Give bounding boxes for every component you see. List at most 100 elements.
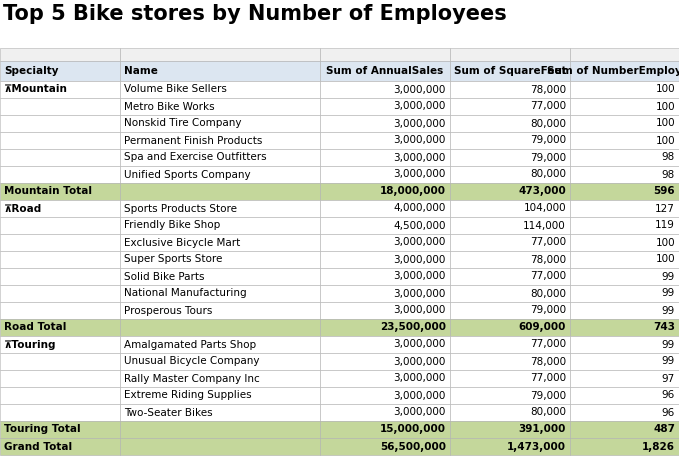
Bar — [570, 319, 679, 336]
Bar — [320, 149, 450, 166]
Text: 3,000,000: 3,000,000 — [394, 152, 446, 163]
Text: 3,000,000: 3,000,000 — [394, 407, 446, 418]
Text: 596: 596 — [653, 187, 675, 196]
Bar — [450, 98, 570, 115]
Text: Super Sports Store: Super Sports Store — [124, 255, 223, 265]
Bar — [450, 370, 570, 387]
Bar — [570, 370, 679, 387]
Bar — [570, 61, 679, 81]
Bar — [570, 183, 679, 200]
Text: Touring Total: Touring Total — [4, 425, 81, 434]
Text: 80,000: 80,000 — [530, 118, 566, 128]
Bar — [120, 353, 320, 370]
Text: 3,000,000: 3,000,000 — [394, 170, 446, 180]
Text: Prosperous Tours: Prosperous Tours — [124, 305, 213, 316]
Text: 100: 100 — [655, 135, 675, 146]
Text: 3,000,000: 3,000,000 — [394, 357, 446, 366]
Text: Two-Seater Bikes: Two-Seater Bikes — [124, 407, 213, 418]
Text: 119: 119 — [655, 220, 675, 231]
Bar — [450, 353, 570, 370]
Bar — [570, 217, 679, 234]
Bar — [450, 115, 570, 132]
Text: 77,000: 77,000 — [530, 340, 566, 349]
Bar — [120, 81, 320, 98]
Bar — [320, 438, 450, 455]
Text: 3,000,000: 3,000,000 — [394, 390, 446, 401]
Bar — [120, 370, 320, 387]
Text: 391,000: 391,000 — [519, 425, 566, 434]
Bar — [120, 336, 320, 353]
Text: Amalgamated Parts Shop: Amalgamated Parts Shop — [124, 340, 256, 349]
Bar — [570, 353, 679, 370]
Bar — [450, 217, 570, 234]
Text: 3,000,000: 3,000,000 — [394, 272, 446, 281]
Bar — [0, 251, 120, 268]
Text: 3,000,000: 3,000,000 — [394, 135, 446, 146]
Text: 4,000,000: 4,000,000 — [394, 203, 446, 213]
Bar — [120, 166, 320, 183]
Text: 79,000: 79,000 — [530, 135, 566, 146]
Text: 3,000,000: 3,000,000 — [394, 118, 446, 128]
Bar — [0, 285, 120, 302]
Text: Exclusive Bicycle Mart: Exclusive Bicycle Mart — [124, 237, 240, 248]
Bar — [450, 285, 570, 302]
Text: 97: 97 — [662, 373, 675, 383]
Bar — [570, 404, 679, 421]
Bar — [0, 319, 120, 336]
Text: ⊼Touring: ⊼Touring — [4, 340, 56, 349]
Bar — [120, 217, 320, 234]
Text: 3,000,000: 3,000,000 — [394, 102, 446, 111]
Bar — [320, 61, 450, 81]
Text: 80,000: 80,000 — [530, 170, 566, 180]
Text: 3,000,000: 3,000,000 — [394, 305, 446, 316]
Bar — [450, 48, 570, 61]
Bar — [570, 132, 679, 149]
Text: 100: 100 — [655, 237, 675, 248]
Text: 77,000: 77,000 — [530, 237, 566, 248]
Bar — [0, 421, 120, 438]
Bar — [570, 387, 679, 404]
Bar — [0, 268, 120, 285]
Text: 3,000,000: 3,000,000 — [394, 340, 446, 349]
Bar — [0, 183, 120, 200]
Bar — [120, 438, 320, 455]
Bar — [450, 268, 570, 285]
Bar — [320, 217, 450, 234]
Text: Sum of NumberEmployees: Sum of NumberEmployees — [547, 66, 679, 76]
Bar — [570, 200, 679, 217]
Text: Top 5 Bike stores by Number of Employees: Top 5 Bike stores by Number of Employees — [3, 4, 507, 24]
Text: 1,473,000: 1,473,000 — [507, 442, 566, 451]
Bar — [0, 438, 120, 455]
Text: Metro Bike Works: Metro Bike Works — [124, 102, 215, 111]
Text: 79,000: 79,000 — [530, 305, 566, 316]
Text: 473,000: 473,000 — [518, 187, 566, 196]
Bar — [0, 234, 120, 251]
Bar — [320, 115, 450, 132]
Bar — [570, 166, 679, 183]
Text: 79,000: 79,000 — [530, 390, 566, 401]
Bar — [120, 183, 320, 200]
Bar — [120, 200, 320, 217]
Text: Solid Bike Parts: Solid Bike Parts — [124, 272, 204, 281]
Bar — [320, 319, 450, 336]
Text: Mountain Total: Mountain Total — [4, 187, 92, 196]
Bar — [0, 217, 120, 234]
Bar — [0, 166, 120, 183]
Bar — [120, 285, 320, 302]
Text: Extreme Riding Supplies: Extreme Riding Supplies — [124, 390, 252, 401]
Text: 80,000: 80,000 — [530, 288, 566, 298]
Text: 99: 99 — [662, 288, 675, 298]
Bar — [320, 200, 450, 217]
Text: 77,000: 77,000 — [530, 373, 566, 383]
Text: 100: 100 — [655, 118, 675, 128]
Bar — [120, 61, 320, 81]
Bar — [450, 166, 570, 183]
Bar — [0, 353, 120, 370]
Bar — [450, 234, 570, 251]
Text: Unified Sports Company: Unified Sports Company — [124, 170, 251, 180]
Bar — [320, 302, 450, 319]
Bar — [570, 149, 679, 166]
Text: 1,826: 1,826 — [642, 442, 675, 451]
Text: Sum of SquareFeet: Sum of SquareFeet — [454, 66, 566, 76]
Bar — [0, 336, 120, 353]
